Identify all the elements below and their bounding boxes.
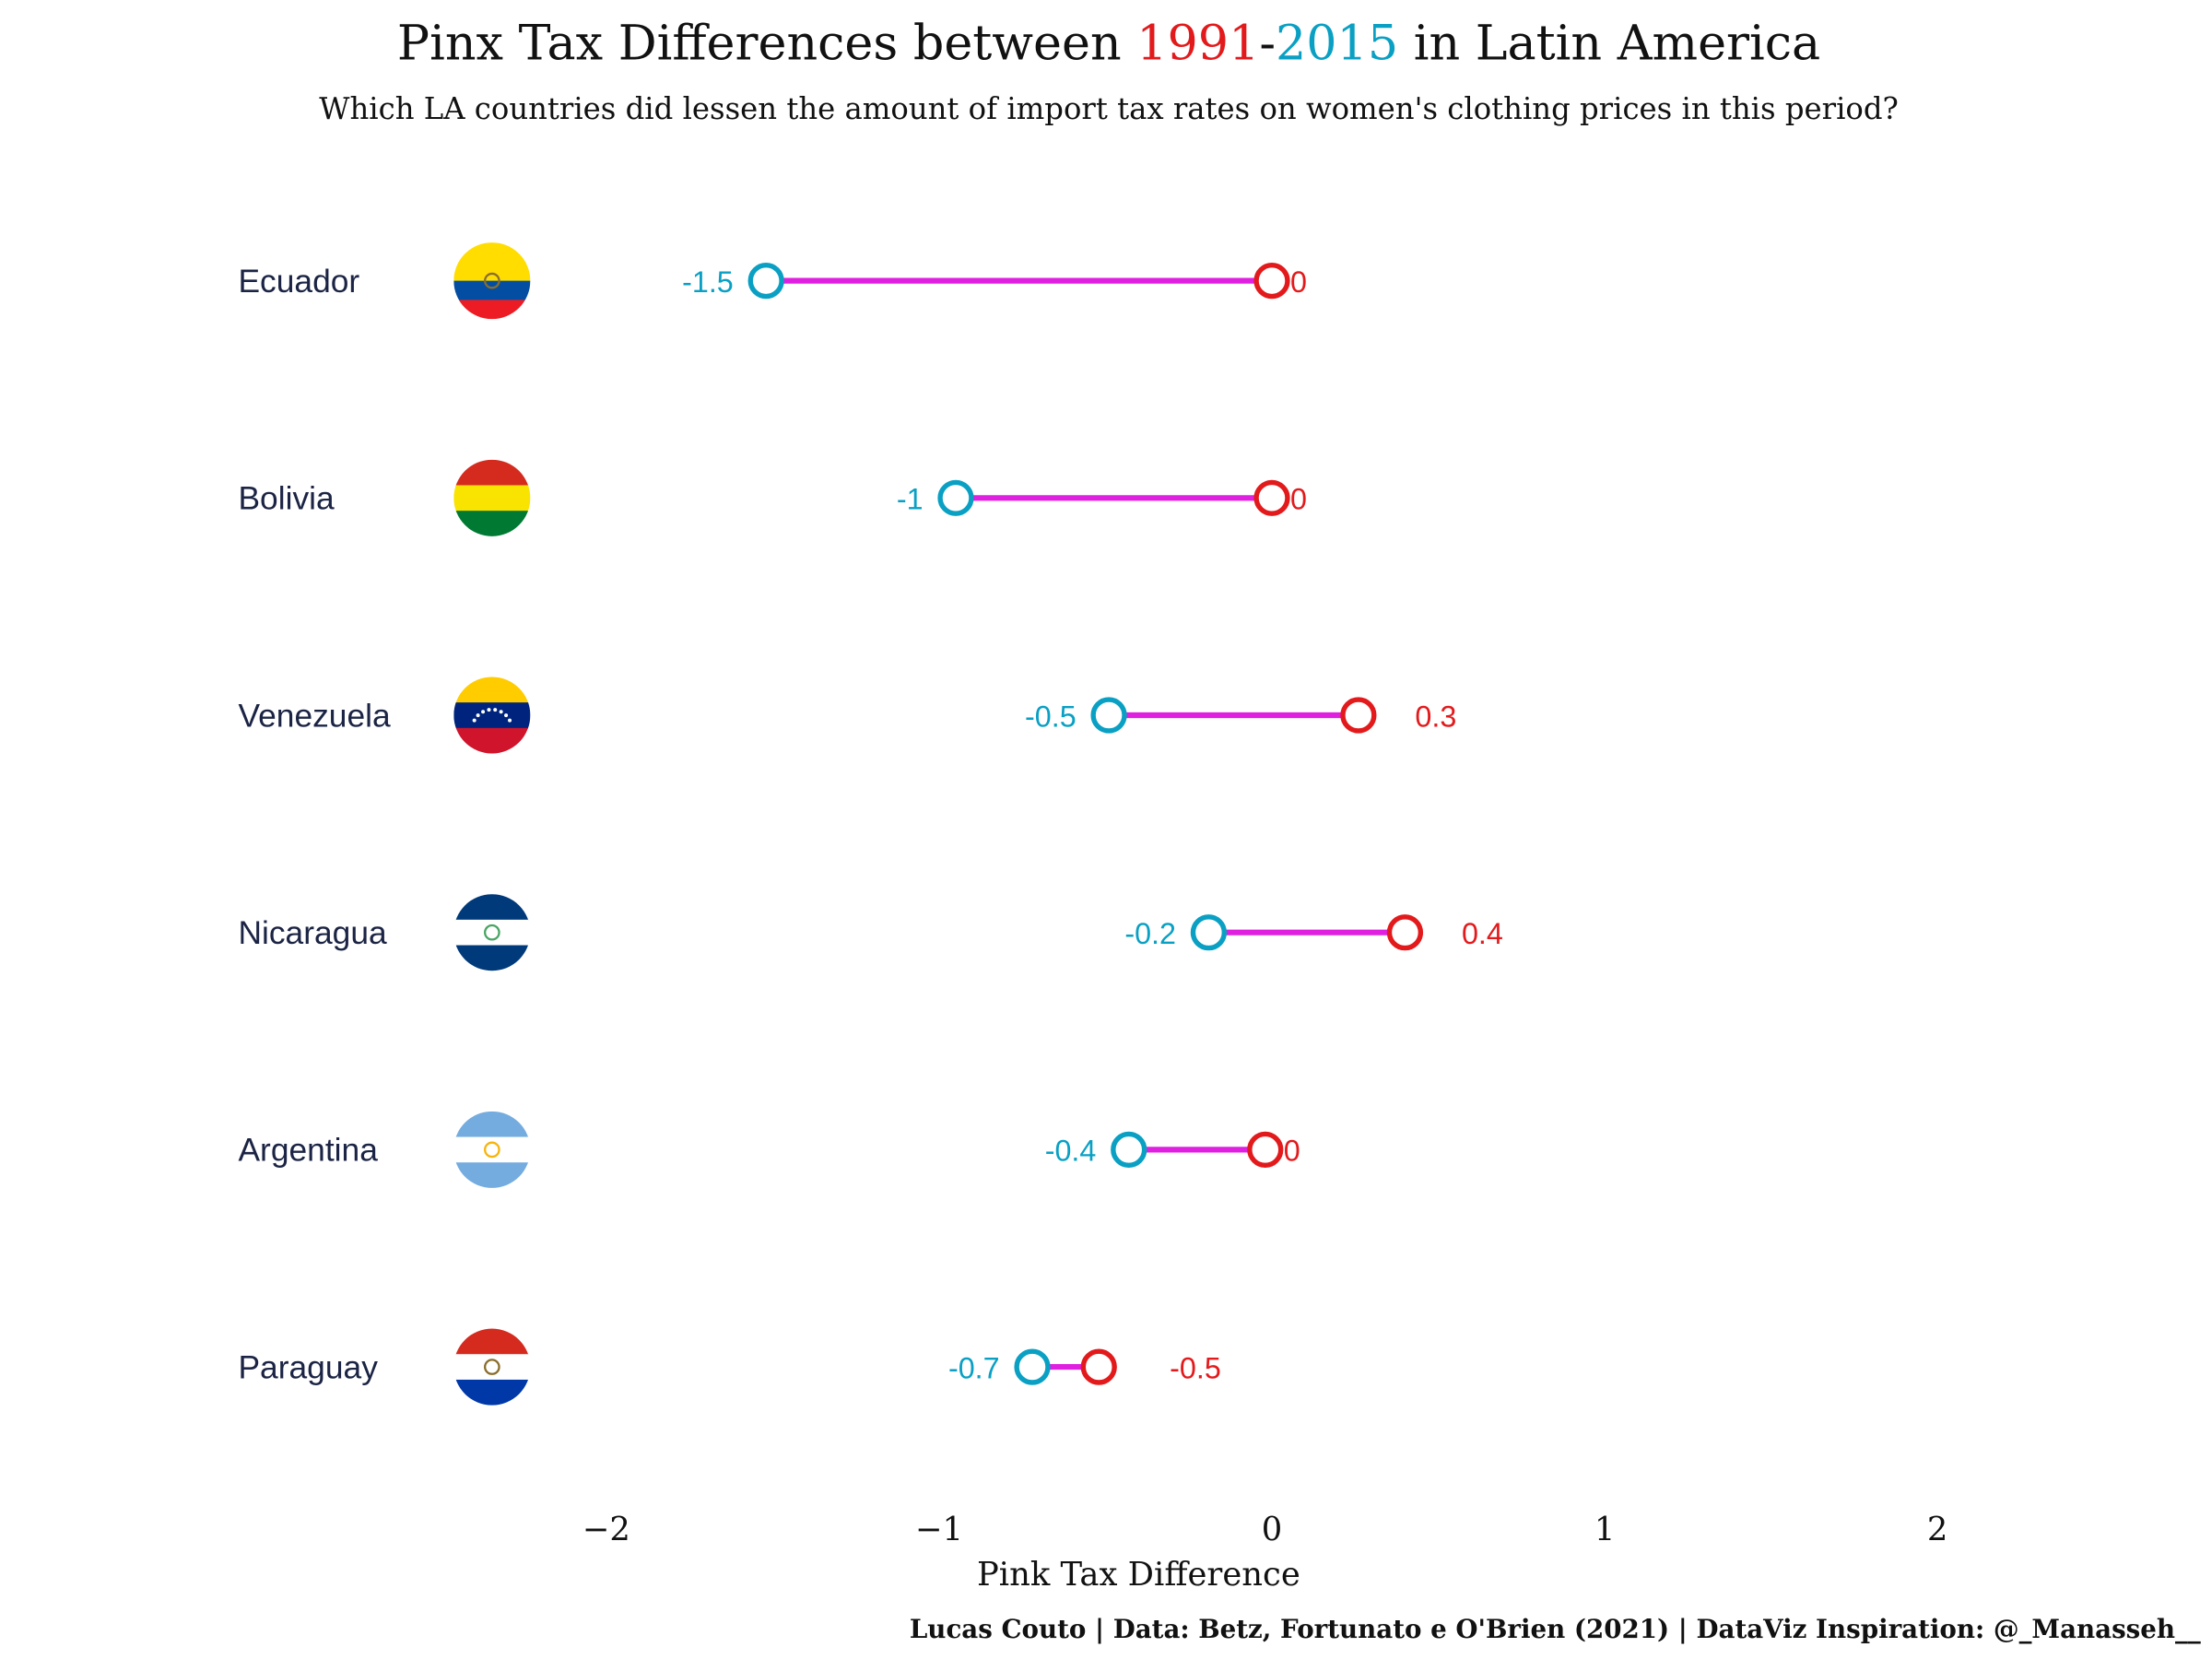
caption: Lucas Couto | Data: Betz, Fortunato e O'… [910, 1614, 2201, 1644]
x-axis-title: Pink Tax Difference [977, 1556, 1300, 1594]
label-2015: -0.7 [948, 1351, 1000, 1384]
country-label: Venezuela [238, 698, 391, 734]
row-venezuela: Venezuela -0.5 0.3 [238, 677, 1456, 754]
flag-emblem [484, 272, 500, 289]
label-1991: 0.4 [1462, 917, 1503, 950]
flag-stripe [453, 919, 531, 947]
flag-stripe [453, 702, 531, 729]
point-2015 [1090, 697, 1127, 734]
label-1991: 0 [1284, 1135, 1300, 1168]
point-1991 [1340, 697, 1377, 734]
chart-title: Pinx Tax Differences between 1991-2015 i… [397, 16, 1820, 72]
ecuador-flag-icon [453, 242, 531, 320]
point-1991 [1386, 914, 1424, 951]
label-2015: -1 [897, 483, 924, 516]
country-label: Argentina [238, 1133, 378, 1169]
x-tick-label: −1 [915, 1511, 963, 1548]
country-label: Ecuador [238, 264, 359, 300]
row-bolivia: Bolivia -1 0 [238, 459, 1307, 536]
flag-stripe [453, 1136, 531, 1163]
point-2015 [1190, 914, 1228, 951]
flag-stripe [453, 1328, 531, 1355]
point-1991 [1080, 1348, 1117, 1385]
flag-stripe [453, 300, 531, 320]
flag-star [508, 718, 512, 723]
flag-star [472, 718, 477, 723]
venezuela-flag-icon [453, 677, 531, 754]
label-2015: -0.2 [1124, 917, 1176, 950]
flag-star [493, 708, 498, 712]
flag-stripe [453, 459, 531, 487]
label-2015: -0.4 [1045, 1135, 1097, 1168]
country-label: Bolivia [238, 481, 335, 517]
label-1991: 0 [1290, 483, 1307, 516]
flag-stripe [453, 945, 531, 971]
row-nicaragua: Nicaragua -0.2 0.4 [238, 894, 1503, 971]
argentina-flag-icon [453, 1111, 531, 1188]
title-dash: - [1259, 16, 1276, 72]
rows: Ecuador -1.5 0 Bolivia -1 0 Venezuela -0.5 0.3 Ni… [238, 242, 1503, 1406]
point-2015 [747, 263, 784, 300]
title-part: in Latin America [1398, 16, 1820, 72]
flag-stripe [453, 1379, 531, 1406]
flag-star [481, 710, 486, 714]
point-1991 [1247, 1131, 1284, 1168]
point-1991 [1253, 479, 1290, 516]
point-2015 [1014, 1348, 1051, 1385]
flag-stripe [453, 1354, 531, 1381]
title-year-2015: 2015 [1276, 16, 1398, 72]
flag-stripe [453, 677, 531, 703]
flag-star [487, 708, 491, 712]
label-1991: 0 [1290, 265, 1307, 299]
flag-star [499, 710, 503, 714]
x-axis: −2 −1 0 1 2 [582, 1511, 1948, 1548]
country-label: Nicaragua [238, 915, 387, 951]
paraguay-flag-icon [453, 1328, 531, 1406]
row-paraguay: Paraguay -0.7 -0.5 [238, 1328, 1221, 1406]
row-argentina: Argentina -0.4 0 [238, 1111, 1300, 1188]
title-part: Pinx Tax Differences between [397, 16, 1136, 72]
country-label: Paraguay [238, 1349, 378, 1385]
title-year-1991: 1991 [1136, 16, 1259, 72]
flag-stripe [453, 1162, 531, 1188]
label-2015: -0.5 [1025, 700, 1077, 733]
row-ecuador: Ecuador -1.5 0 [238, 242, 1307, 320]
label-1991: -0.5 [1170, 1351, 1221, 1384]
flag-stripe [453, 485, 531, 512]
bolivia-flag-icon [453, 459, 531, 536]
x-tick-label: 0 [1262, 1511, 1283, 1548]
point-2015 [937, 479, 974, 516]
x-tick-label: 2 [1927, 1511, 1948, 1548]
flag-emblem [484, 924, 500, 941]
flag-star [504, 713, 509, 718]
flag-stripe [453, 511, 531, 536]
x-tick-label: 1 [1594, 1511, 1616, 1548]
point-2015 [1111, 1131, 1147, 1168]
label-1991: 0.3 [1415, 700, 1456, 733]
flag-stripe [453, 894, 531, 921]
x-tick-label: −2 [582, 1511, 630, 1548]
flag-stripe [453, 727, 531, 754]
flag-stripe [453, 261, 531, 282]
flag-stripe [453, 280, 531, 301]
nicaragua-flag-icon [453, 894, 531, 971]
chart-subtitle: Which LA countries did lessen the amount… [319, 91, 1899, 126]
flag-star [476, 713, 480, 718]
label-2015: -1.5 [682, 265, 734, 299]
flag-emblem [484, 1141, 500, 1159]
flag-emblem [484, 1359, 500, 1375]
point-1991 [1253, 263, 1290, 300]
flag-stripe [453, 242, 531, 263]
flag-stripe [453, 1111, 531, 1138]
